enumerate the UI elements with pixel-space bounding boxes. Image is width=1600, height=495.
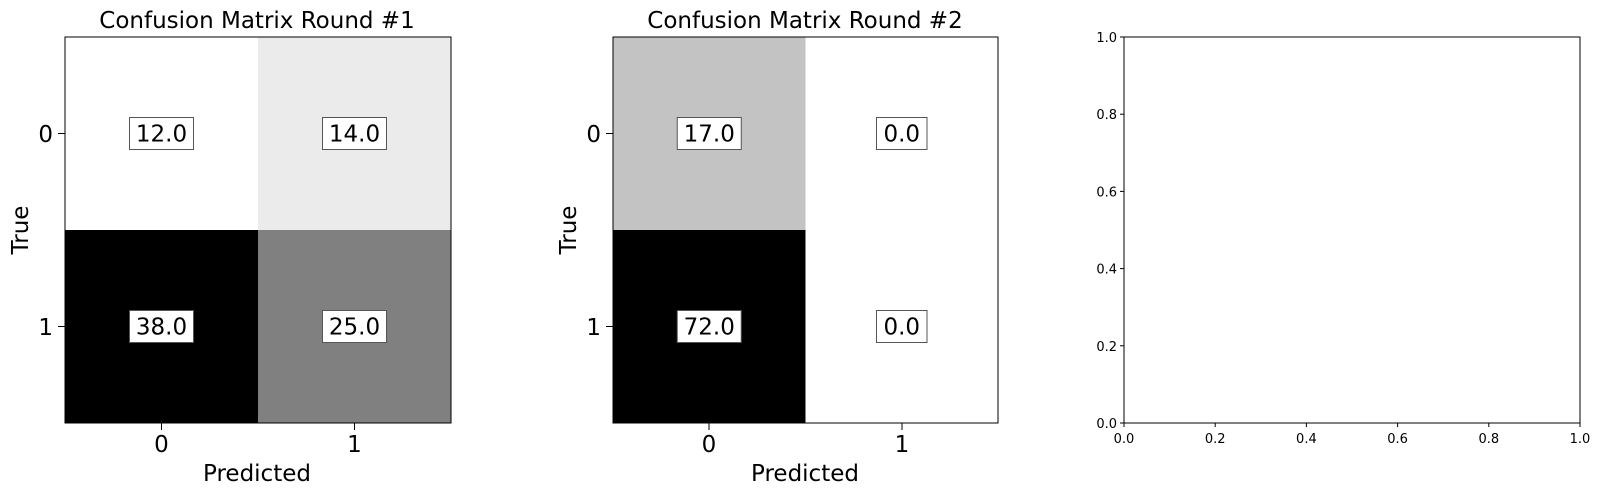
y-tick-label: 0.0 bbox=[1096, 417, 1117, 432]
y-tick-label: 0.8 bbox=[1096, 108, 1117, 123]
x-tick-label: 1 bbox=[895, 432, 910, 458]
cell-value-label: 12.0 bbox=[136, 122, 187, 148]
x-tick-label: 0.4 bbox=[1296, 432, 1317, 447]
empty-axes-panel: 0.0 0.2 0.4 0.6 0.8 1.0 0.0 0.2 0.4 0.6 0.8 1.0 bbox=[1096, 31, 1590, 447]
y-axis-label: True bbox=[8, 206, 34, 256]
y-tick-label: 0.6 bbox=[1096, 185, 1117, 200]
heatmap-cells bbox=[613, 37, 999, 424]
confusion-matrix-round-2: Confusion Matrix Round #2 17.0 0.0 72.0 0.0… bbox=[556, 8, 999, 487]
y-tick-label: 1 bbox=[586, 315, 601, 341]
x-axis-label: Predicted bbox=[203, 461, 311, 487]
cell-value-box bbox=[676, 117, 742, 150]
x-axis-label: Predicted bbox=[751, 461, 859, 487]
cell-value-label: 38.0 bbox=[136, 315, 187, 341]
plot-frame bbox=[612, 36, 999, 424]
plot-frame bbox=[1123, 36, 1581, 424]
y-tick-label: 0 bbox=[38, 122, 53, 148]
cell-value-label: 0.0 bbox=[883, 315, 920, 341]
x-tick-label: 0 bbox=[154, 432, 169, 458]
x-tick-label: 0.2 bbox=[1205, 432, 1226, 447]
cell-value-box bbox=[876, 117, 928, 150]
cell-value-label: 14.0 bbox=[329, 122, 380, 148]
cell-value-labels: 12.0 14.0 38.0 25.0 bbox=[129, 117, 387, 343]
y-tick-label: 0.2 bbox=[1096, 340, 1117, 355]
x-tick-label: 0.6 bbox=[1387, 432, 1408, 447]
x-tick-label: 1.0 bbox=[1570, 432, 1591, 447]
cell-value-box bbox=[322, 310, 387, 343]
y-tick-label: 1.0 bbox=[1096, 31, 1117, 46]
y-tick-label: 0 bbox=[586, 122, 601, 148]
chart-title: Confusion Matrix Round #2 bbox=[647, 8, 962, 34]
cell-value-box bbox=[676, 310, 742, 343]
cell-value-label: 0.0 bbox=[883, 122, 920, 148]
cell-value-label: 72.0 bbox=[684, 315, 735, 341]
chart-title: Confusion Matrix Round #1 bbox=[99, 8, 414, 34]
cell-value-box bbox=[876, 310, 928, 343]
plot-frame bbox=[64, 36, 452, 424]
y-axis-label: True bbox=[556, 206, 582, 256]
cell-value-box bbox=[129, 117, 194, 150]
cell-value-box bbox=[322, 117, 387, 150]
x-tick-label: 0.8 bbox=[1478, 432, 1499, 447]
cell-value-labels: 17.0 0.0 72.0 0.0 bbox=[676, 117, 928, 343]
cell-value-label: 17.0 bbox=[684, 122, 735, 148]
cell-value-label: 25.0 bbox=[329, 315, 380, 341]
y-tick-label: 1 bbox=[38, 315, 53, 341]
heatmap-cells bbox=[65, 37, 452, 424]
cell-value-box bbox=[129, 310, 194, 343]
x-tick-label: 1 bbox=[347, 432, 362, 458]
confusion-matrix-round-1: Confusion Matrix Round #1 12.0 14.0 38.0 25… bbox=[8, 8, 452, 487]
x-tick-label: 0.0 bbox=[1114, 432, 1135, 447]
x-tick-label: 0 bbox=[702, 432, 717, 458]
y-tick-label: 0.4 bbox=[1096, 263, 1117, 278]
axis-ticks: 0.0 0.2 0.4 0.6 0.8 1.0 0.0 0.2 0.4 0.6 0.8 1.0 bbox=[1096, 31, 1590, 447]
